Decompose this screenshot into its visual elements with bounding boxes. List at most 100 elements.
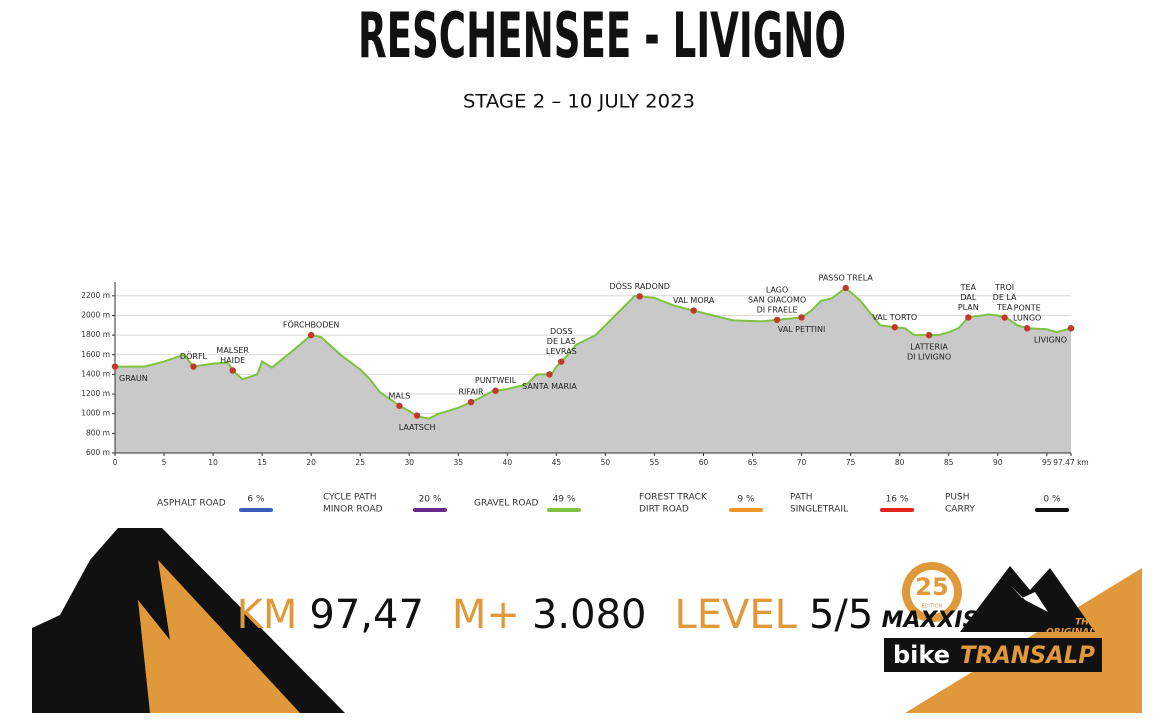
- waypoint-label: PASSO TRELA: [819, 273, 874, 282]
- waypoint-label: TEA: [960, 283, 977, 292]
- stat-value: 97,47: [309, 592, 424, 638]
- waypoint: [190, 363, 197, 370]
- x-tick-label: 25: [355, 458, 365, 467]
- waypoint-label: PUNTWEIL: [475, 376, 517, 385]
- logo-bar: [884, 638, 1102, 672]
- x-tick-label: 20: [306, 458, 316, 467]
- x-tick-label: 50: [601, 458, 611, 467]
- waypoint-label: LUNGO: [1013, 314, 1041, 323]
- waypoint-label: HAIDE: [220, 356, 245, 365]
- waypoint-label: MALSER: [216, 346, 249, 355]
- waypoint-label: DÖSS RADOND: [610, 281, 670, 291]
- waypoint: [891, 324, 898, 331]
- x-tick-label: 0: [113, 458, 118, 467]
- stats: KM 97,47 M+ 3.080 LEVEL 5/5: [237, 592, 874, 638]
- waypoint: [1001, 314, 1008, 321]
- waypoint-label: LEVRAS: [546, 347, 577, 356]
- x-tick-label: 45: [552, 458, 562, 467]
- waypoint-label: LIVIGNO: [1034, 336, 1067, 345]
- elevation-line: [115, 286, 1072, 420]
- title: RESCHENSEE - LIVIGNO: [358, 0, 846, 72]
- logo-brand: MAXXIS: [882, 608, 979, 633]
- x-tick-label: 65: [748, 458, 758, 467]
- x-tick-label: 85: [944, 458, 954, 467]
- waypoint-label: TROI: [994, 283, 1014, 292]
- waypoint: [636, 293, 643, 300]
- stat-label: KM: [237, 592, 298, 638]
- waypoint: [396, 402, 403, 410]
- legend-label: ASPHALT ROAD: [157, 499, 226, 509]
- logo-snow: [1010, 585, 1048, 612]
- waypoint: [965, 314, 972, 321]
- stat-label: LEVEL: [674, 592, 797, 638]
- stat-label: M+: [452, 592, 520, 638]
- legend-value: 9 %: [737, 495, 755, 505]
- waypoint-label: LAATSCH: [399, 423, 436, 432]
- waypoint-label: SAN GIACOMO: [748, 295, 806, 304]
- logo-edition: EDITION: [922, 604, 943, 610]
- waypoint-label: VAL MORA: [673, 296, 715, 305]
- waypoint: [842, 284, 849, 292]
- stat-value: 5/5: [809, 592, 873, 638]
- legend-label: SINGLETRAIL: [790, 505, 848, 515]
- elevation-area: [115, 288, 1071, 453]
- waypoint-label: PONTE: [1014, 304, 1041, 313]
- subtitle: STAGE 2 – 10 JULY 2023: [463, 91, 695, 113]
- waypoint-label: LAGO: [766, 285, 788, 294]
- waypoint: [111, 363, 119, 370]
- waypoint-label: PLAN: [958, 303, 979, 312]
- waypoint-label: FÖRCHBODEN: [283, 320, 340, 330]
- logo-tagline: THE: [1075, 618, 1096, 628]
- logo-transalp: TRANSALP: [960, 641, 1095, 669]
- legend-label: CARRY: [945, 505, 975, 515]
- waypoint-label: DE LAS: [547, 337, 576, 346]
- legend-label: PATH: [790, 493, 813, 503]
- x-tick-label: 90: [993, 458, 1003, 467]
- y-tick-label: 1600 m: [81, 350, 110, 359]
- x-tick-label: 40: [503, 458, 513, 467]
- y-tick-label: 1400 m: [81, 369, 110, 378]
- x-tick-label: 5: [162, 458, 167, 467]
- waypoint: [925, 331, 933, 339]
- legend-value: 16 %: [886, 495, 909, 505]
- waypoint-label: DÖRFL: [180, 351, 208, 361]
- x-tick-label: 15: [257, 458, 267, 467]
- logo: 25 EDITION MAXXIS bike TRANSALP THE ORIG…: [882, 562, 1102, 672]
- x-tick-label: 97.47 km: [1053, 458, 1089, 467]
- waypoint-label: TEA: [996, 303, 1013, 312]
- logo-tagline: ORIGINAL: [1046, 628, 1095, 638]
- x-tick-label: 10: [208, 458, 218, 467]
- waypoint: [558, 358, 565, 365]
- logo-badge-inner: [910, 570, 954, 614]
- waypoint-label: RIFAIR: [458, 388, 484, 397]
- elevation-chart: 600 m 800 m 1000 m 1200 m 1400 m 1600 m 1800 m…: [81, 273, 1089, 467]
- x-tick-label: 35: [454, 458, 464, 467]
- waypoint: [413, 412, 421, 419]
- legend-label: FOREST TRACK: [639, 493, 708, 503]
- y-tick-label: 1200 m: [81, 389, 110, 398]
- waypoint-label: DI FRAELE: [757, 305, 798, 314]
- waypoint: [467, 398, 475, 406]
- waypoint: [690, 307, 697, 314]
- waypoint-label: DE LA: [993, 293, 1017, 302]
- waypoint: [1023, 325, 1031, 332]
- legend-label: PUSH: [945, 493, 970, 503]
- legend-label: GRAVEL ROAD: [474, 499, 538, 509]
- waypoint: [492, 387, 499, 394]
- y-tick-label: 800 m: [86, 428, 110, 437]
- waypoint-label: DI LIVIGNO: [907, 353, 951, 362]
- logo-bike: bike: [893, 641, 950, 669]
- waypoint-label: SANTA MARIA: [522, 382, 577, 391]
- waypoint-label: MALS: [388, 391, 410, 400]
- waypoint-label: DAL: [960, 293, 976, 302]
- y-tick-label: 2200 m: [81, 291, 110, 300]
- legend-value: 20 %: [419, 495, 442, 505]
- legend-label: DIRT ROAD: [639, 505, 689, 515]
- x-tick-label: 80: [895, 458, 905, 467]
- legend-value: 0 %: [1043, 495, 1061, 505]
- waypoint: [229, 367, 236, 374]
- x-tick-label: 30: [404, 458, 414, 467]
- waypoint-label: VAL PETTINI: [778, 325, 826, 334]
- y-tick-label: 2000 m: [81, 310, 110, 319]
- x-tick-label: 60: [699, 458, 709, 467]
